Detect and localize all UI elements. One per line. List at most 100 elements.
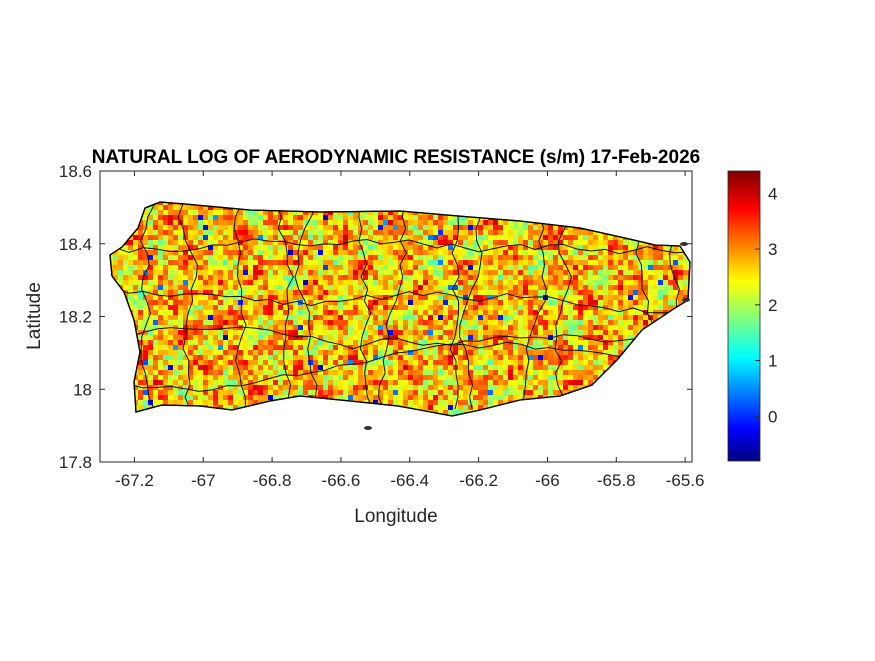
heatmap-cell [388,280,393,285]
heatmap-cell [143,365,148,370]
heatmap-cell [623,315,628,320]
heatmap-cell [168,250,173,255]
heatmap-cell [578,350,583,355]
heatmap-cell [273,295,278,300]
heatmap-cell [238,395,243,400]
heatmap-cell [648,305,653,310]
heatmap-cell [618,295,623,300]
heatmap-cell [168,285,173,290]
heatmap-cell [513,360,518,365]
heatmap-cell [173,235,178,240]
heatmap-cell [213,325,218,330]
heatmap-cell [328,225,333,230]
heatmap-cell [293,245,298,250]
heatmap-cell [258,375,263,380]
heatmap-cell [508,220,513,225]
heatmap-cell [518,385,523,390]
heatmap-cell [388,345,393,350]
heatmap-cell [248,285,253,290]
heatmap-cell [298,225,303,230]
heatmap-cell [303,215,308,220]
heatmap-cell [398,360,403,365]
heatmap-cell [288,265,293,270]
heatmap-cell [558,275,563,280]
heatmap-cell [178,360,183,365]
heatmap-cell [298,365,303,370]
heatmap-cell [588,360,593,365]
heatmap-cell [178,390,183,395]
heatmap-cell [223,315,228,320]
heatmap-cell [443,410,448,415]
heatmap-cell [628,305,633,310]
heatmap-cell [203,285,208,290]
heatmap-cell [378,215,383,220]
heatmap-cell [228,230,233,235]
heatmap-cell [648,265,653,270]
heatmap-cell [373,360,378,365]
heatmap-cell [288,270,293,275]
heatmap-cell [273,265,278,270]
heatmap-cell [208,315,213,320]
heatmap-cell [308,310,313,315]
heatmap-cell [498,265,503,270]
heatmap-cell [648,270,653,275]
heatmap-cell [113,250,118,255]
heatmap-cell [388,350,393,355]
heatmap-cell [158,350,163,355]
heatmap-cell [183,230,188,235]
heatmap-cell [433,305,438,310]
heatmap-cell [588,245,593,250]
heatmap-cell [568,370,573,375]
heatmap-cell [238,320,243,325]
heatmap-cell [548,285,553,290]
heatmap-cell [143,380,148,385]
heatmap-cell [438,370,443,375]
heatmap-cell [478,400,483,405]
heatmap-cell [408,395,413,400]
heatmap-cell [658,290,663,295]
heatmap-cell [403,300,408,305]
heatmap-cell [183,225,188,230]
heatmap-cell [453,245,458,250]
heatmap-cell [473,390,478,395]
heatmap-cell [523,250,528,255]
heatmap-cell [463,245,468,250]
heatmap-cell [348,360,353,365]
heatmap-cell [278,285,283,290]
heatmap-cell [498,360,503,365]
heatmap-cell [298,220,303,225]
heatmap-cell [338,370,343,375]
heatmap-cell [268,260,273,265]
heatmap-cell [148,365,153,370]
heatmap-cell [358,340,363,345]
heatmap-cell [288,255,293,260]
heatmap-cell [618,275,623,280]
heatmap-cell [563,350,568,355]
heatmap-cell [208,235,213,240]
heatmap-cell [223,210,228,215]
heatmap-cell [268,280,273,285]
heatmap-cell [658,275,663,280]
heatmap-cell [453,325,458,330]
heatmap-cell [583,310,588,315]
heatmap-cell [158,210,163,215]
heatmap-cell [263,280,268,285]
heatmap-cell [363,270,368,275]
heatmap-cell [498,235,503,240]
heatmap-cell [163,340,168,345]
heatmap-cell [238,275,243,280]
heatmap-cell [418,405,423,410]
heatmap-cell [418,385,423,390]
heatmap-cell [263,215,268,220]
heatmap-cell [458,305,463,310]
heatmap-cell [258,315,263,320]
heatmap-cell [528,235,533,240]
heatmap-cell [488,265,493,270]
heatmap-cell [228,380,233,385]
heatmap-cell [193,390,198,395]
heatmap-cell [433,335,438,340]
heatmap-cell [578,375,583,380]
heatmap-cell [308,385,313,390]
heatmap-cell [503,375,508,380]
heatmap-cell [208,260,213,265]
